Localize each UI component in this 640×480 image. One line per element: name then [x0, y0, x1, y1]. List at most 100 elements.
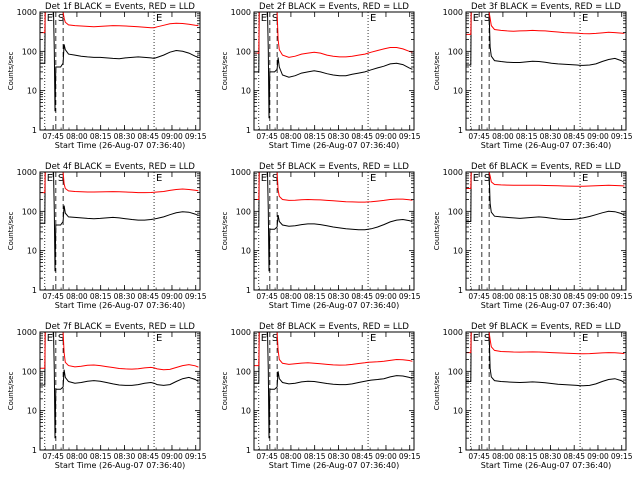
marker-label: S	[484, 333, 490, 344]
y-tick-label: 1	[458, 446, 463, 455]
y-tick-label: 100	[448, 47, 463, 56]
y-tick-label: 1000	[17, 168, 37, 177]
x-axis-label: Start Time (26-Aug-07 07:36:40)	[55, 461, 186, 470]
y-axis-label: Counts/sec	[7, 372, 15, 411]
x-tick-label: 08:30	[114, 292, 136, 301]
panel-title: Det 1f BLACK = Events, RED = LLD	[45, 2, 195, 12]
marker-label: S	[484, 173, 490, 184]
y-axis-label: Counts/sec	[433, 372, 441, 411]
y-axis: 1 10 100 1000	[443, 168, 626, 295]
series-group	[40, 12, 199, 112]
y-tick-label: 10	[241, 407, 251, 416]
x-tick-label: 09:00	[375, 452, 397, 461]
x-tick-label: 09:00	[375, 132, 397, 141]
x-tick-label: 09:15	[399, 132, 421, 141]
series-line-lld	[466, 172, 625, 189]
marker-label: E	[473, 333, 479, 344]
y-axis-label: Counts/sec	[221, 372, 229, 411]
marker-label: E	[582, 13, 588, 24]
series-line-lld	[40, 332, 199, 371]
y-tick-label: 10	[453, 247, 463, 256]
x-tick-label: 07:45	[256, 292, 278, 301]
marker-label: E	[370, 173, 376, 184]
x-tick-label: 08:45	[563, 452, 585, 461]
y-tick-label: 10	[27, 87, 37, 96]
series-line-lld	[254, 172, 413, 203]
x-tick-label: 08:00	[492, 132, 514, 141]
x-tick-label: 09:00	[161, 132, 183, 141]
y-tick-label: 100	[236, 207, 251, 216]
y-tick-label: 1000	[231, 328, 251, 337]
y-tick-label: 1	[32, 446, 37, 455]
x-tick-label: 07:45	[256, 132, 278, 141]
marker-label: E	[47, 173, 53, 184]
x-tick-label: 08:30	[328, 292, 350, 301]
y-tick-label: 1	[32, 126, 37, 135]
x-tick-label: 09:15	[611, 452, 633, 461]
marker-label: E	[156, 173, 162, 184]
panel-title: Det 6f BLACK = Events, RED = LLD	[471, 162, 621, 172]
series-line-events	[254, 332, 413, 439]
x-tick-label: 08:45	[137, 452, 159, 461]
y-axis-label: Counts/sec	[433, 52, 441, 91]
y-tick-label: 1	[246, 126, 251, 135]
plot-frame	[39, 11, 201, 131]
y-tick-label: 100	[236, 367, 251, 376]
x-tick-label: 08:00	[66, 132, 88, 141]
series-group	[466, 172, 625, 222]
x-axis: 07:45 08:00 08:15 08:30 08:45 09:00 09:15	[256, 12, 421, 141]
series-line-lld	[254, 12, 413, 58]
marker-label: E	[261, 13, 267, 24]
x-tick-label: 08:15	[90, 292, 112, 301]
x-tick-label: 09:00	[587, 292, 609, 301]
plot-frame	[253, 331, 415, 451]
y-axis: 1 10 100 1000	[231, 328, 414, 455]
series-line-events	[254, 172, 413, 272]
series-line-events	[40, 332, 199, 439]
x-tick-label: 07:45	[256, 452, 278, 461]
plot-frame	[465, 331, 627, 451]
panel-title: Det 5f BLACK = Events, RED = LLD	[259, 162, 409, 172]
x-axis-label: Start Time (26-Aug-07 07:36:40)	[269, 461, 400, 470]
series-line-events	[254, 12, 413, 119]
y-tick-label: 100	[22, 207, 37, 216]
marker-label: E	[473, 13, 479, 24]
x-axis-label: Start Time (26-Aug-07 07:36:40)	[55, 301, 186, 310]
series-group	[254, 172, 413, 272]
x-tick-label: 07:45	[468, 132, 490, 141]
x-tick-label: 08:30	[114, 132, 136, 141]
panel-title: Det 9f BLACK = Events, RED = LLD	[471, 322, 621, 332]
marker-label: S	[484, 13, 490, 24]
x-tick-label: 08:00	[66, 292, 88, 301]
plot-frame	[465, 11, 627, 131]
x-tick-label: 08:15	[516, 452, 538, 461]
y-axis-label: Counts/sec	[7, 212, 15, 251]
x-axis-label: Start Time (26-Aug-07 07:36:40)	[481, 141, 612, 150]
x-axis: 07:45 08:00 08:15 08:30 08:45 09:00 09:15	[256, 332, 421, 461]
x-axis-label: Start Time (26-Aug-07 07:36:40)	[481, 461, 612, 470]
marker-label: S	[58, 173, 64, 184]
marker-label: E	[156, 333, 162, 344]
x-tick-label: 08:30	[540, 132, 562, 141]
series-group	[254, 332, 413, 439]
x-tick-label: 08:30	[114, 452, 136, 461]
x-tick-label: 08:45	[137, 292, 159, 301]
y-tick-label: 1000	[231, 168, 251, 177]
x-axis: 07:45 08:00 08:15 08:30 08:45 09:00 09:15	[256, 172, 421, 301]
x-axis: 07:45 08:00 08:15 08:30 08:45 09:00 09:15	[468, 12, 633, 141]
x-axis-label: Start Time (26-Aug-07 07:36:40)	[55, 141, 186, 150]
panel-title: Det 3f BLACK = Events, RED = LLD	[471, 2, 621, 12]
x-tick-label: 09:15	[611, 132, 633, 141]
y-axis-label: Counts/sec	[221, 52, 229, 91]
y-tick-label: 10	[453, 87, 463, 96]
y-tick-label: 1000	[443, 328, 463, 337]
x-tick-label: 09:15	[185, 452, 207, 461]
marker-label: E	[47, 13, 53, 24]
x-tick-label: 09:15	[185, 132, 207, 141]
x-tick-label: 07:45	[42, 292, 64, 301]
